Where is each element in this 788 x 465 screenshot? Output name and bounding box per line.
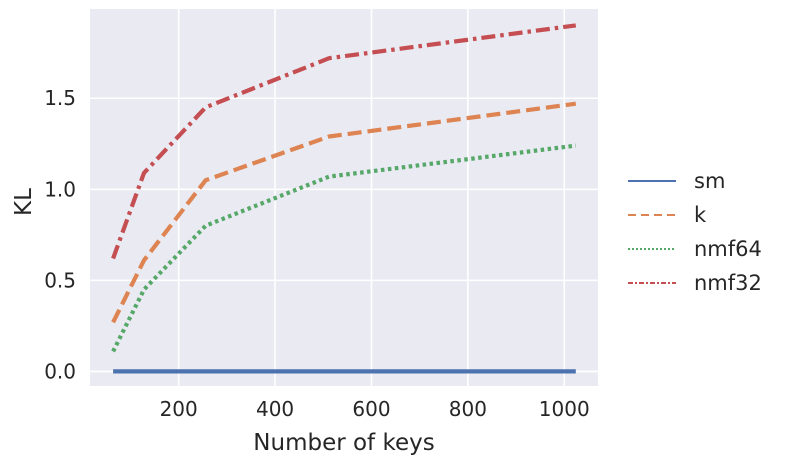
legend-label-sm: sm bbox=[694, 169, 725, 193]
plot-background bbox=[90, 9, 598, 386]
legend-label-k: k bbox=[694, 203, 707, 227]
y-tick-label: 1.5 bbox=[44, 86, 76, 110]
x-tick-label: 600 bbox=[352, 397, 390, 421]
x-tick-label: 400 bbox=[256, 397, 294, 421]
series-lines bbox=[111, 23, 577, 374]
x-tick-label: 800 bbox=[449, 397, 487, 421]
y-tick-label: 0.5 bbox=[44, 268, 76, 292]
legend-label-nmf64: nmf64 bbox=[694, 237, 762, 261]
y-tick-label: 1.0 bbox=[44, 177, 76, 201]
y-tick-label: 0.0 bbox=[44, 359, 76, 383]
y-axis-label: KL bbox=[11, 188, 37, 216]
series-line-k bbox=[111, 101, 577, 324]
y-tick-labels: 0.0 0.5 1.0 1.5 bbox=[44, 86, 76, 383]
series-line-nmf32 bbox=[111, 23, 577, 260]
series-line-nmf64 bbox=[111, 143, 577, 353]
x-tick-label: 1000 bbox=[539, 397, 590, 421]
legend-label-nmf32: nmf32 bbox=[694, 271, 762, 295]
x-tick-label: 200 bbox=[160, 397, 198, 421]
legend: sm k nmf64 nmf32 bbox=[628, 169, 762, 295]
x-tick-labels: 200 400 600 800 1000 bbox=[160, 397, 590, 421]
x-axis-label: Number of keys bbox=[253, 430, 434, 456]
